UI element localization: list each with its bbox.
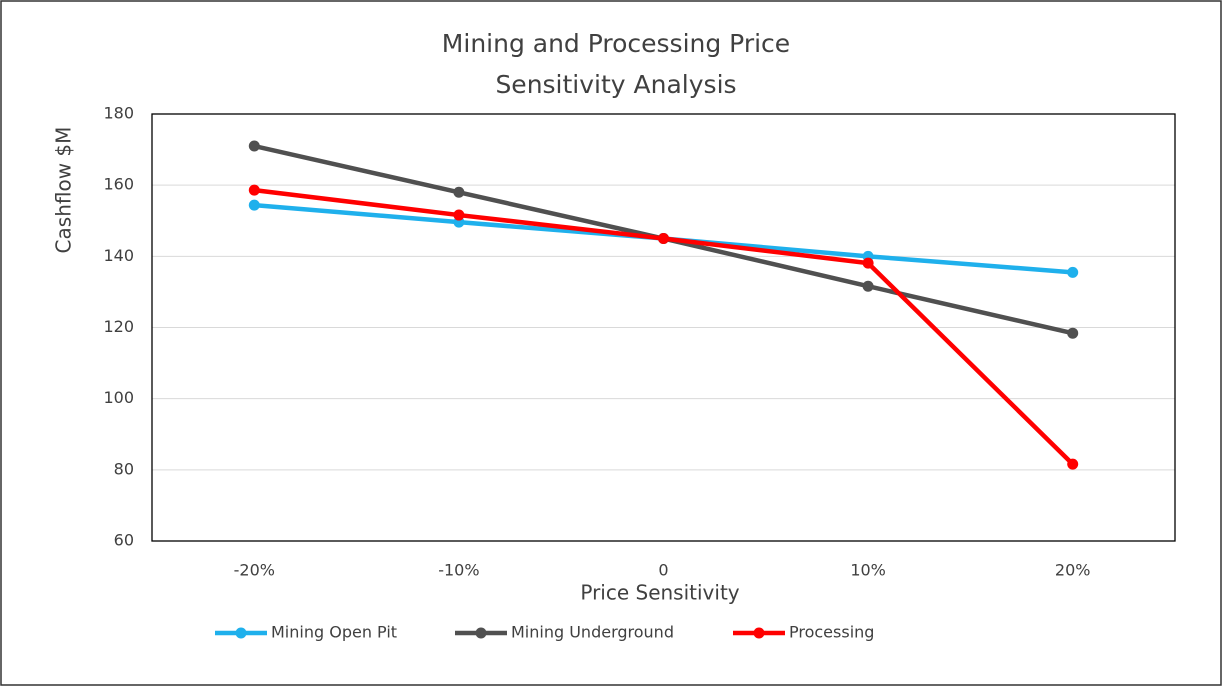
data-point: [862, 257, 874, 269]
legend-marker: [753, 627, 765, 639]
x-tick-label: -10%: [438, 561, 479, 580]
data-point: [248, 184, 260, 196]
data-point: [862, 280, 874, 292]
chart-title: Mining and Processing Price: [442, 29, 790, 58]
data-point: [1067, 327, 1079, 339]
data-point: [658, 233, 669, 245]
legend-marker: [235, 627, 247, 639]
data-point: [248, 199, 260, 211]
x-tick-label: 0: [658, 561, 668, 580]
data-point: [453, 209, 465, 221]
legend-label: Mining Underground: [511, 623, 674, 642]
y-tick-label: 140: [103, 246, 134, 265]
data-point: [1067, 458, 1079, 470]
x-tick-label: -20%: [234, 561, 275, 580]
data-point: [453, 186, 465, 198]
x-axis-label: Price Sensitivity: [580, 581, 739, 605]
y-tick-label: 100: [103, 388, 134, 407]
y-axis-label: Cashflow $M: [52, 127, 76, 254]
legend-label: Processing: [789, 623, 874, 642]
x-tick-label: 20%: [1055, 561, 1091, 580]
legend-label: Mining Open Pit: [271, 623, 397, 642]
chart-title: Sensitivity Analysis: [495, 70, 736, 99]
y-tick-label: 80: [114, 459, 134, 478]
data-point: [1067, 266, 1079, 278]
legend-marker: [475, 627, 487, 639]
data-point: [248, 140, 260, 152]
y-tick-label: 180: [103, 104, 134, 123]
y-tick-label: 160: [103, 175, 134, 194]
plot-frame: [151, 113, 1176, 542]
y-tick-label: 120: [103, 317, 134, 336]
x-tick-label: 10%: [850, 561, 886, 580]
y-tick-label: 60: [114, 531, 134, 550]
